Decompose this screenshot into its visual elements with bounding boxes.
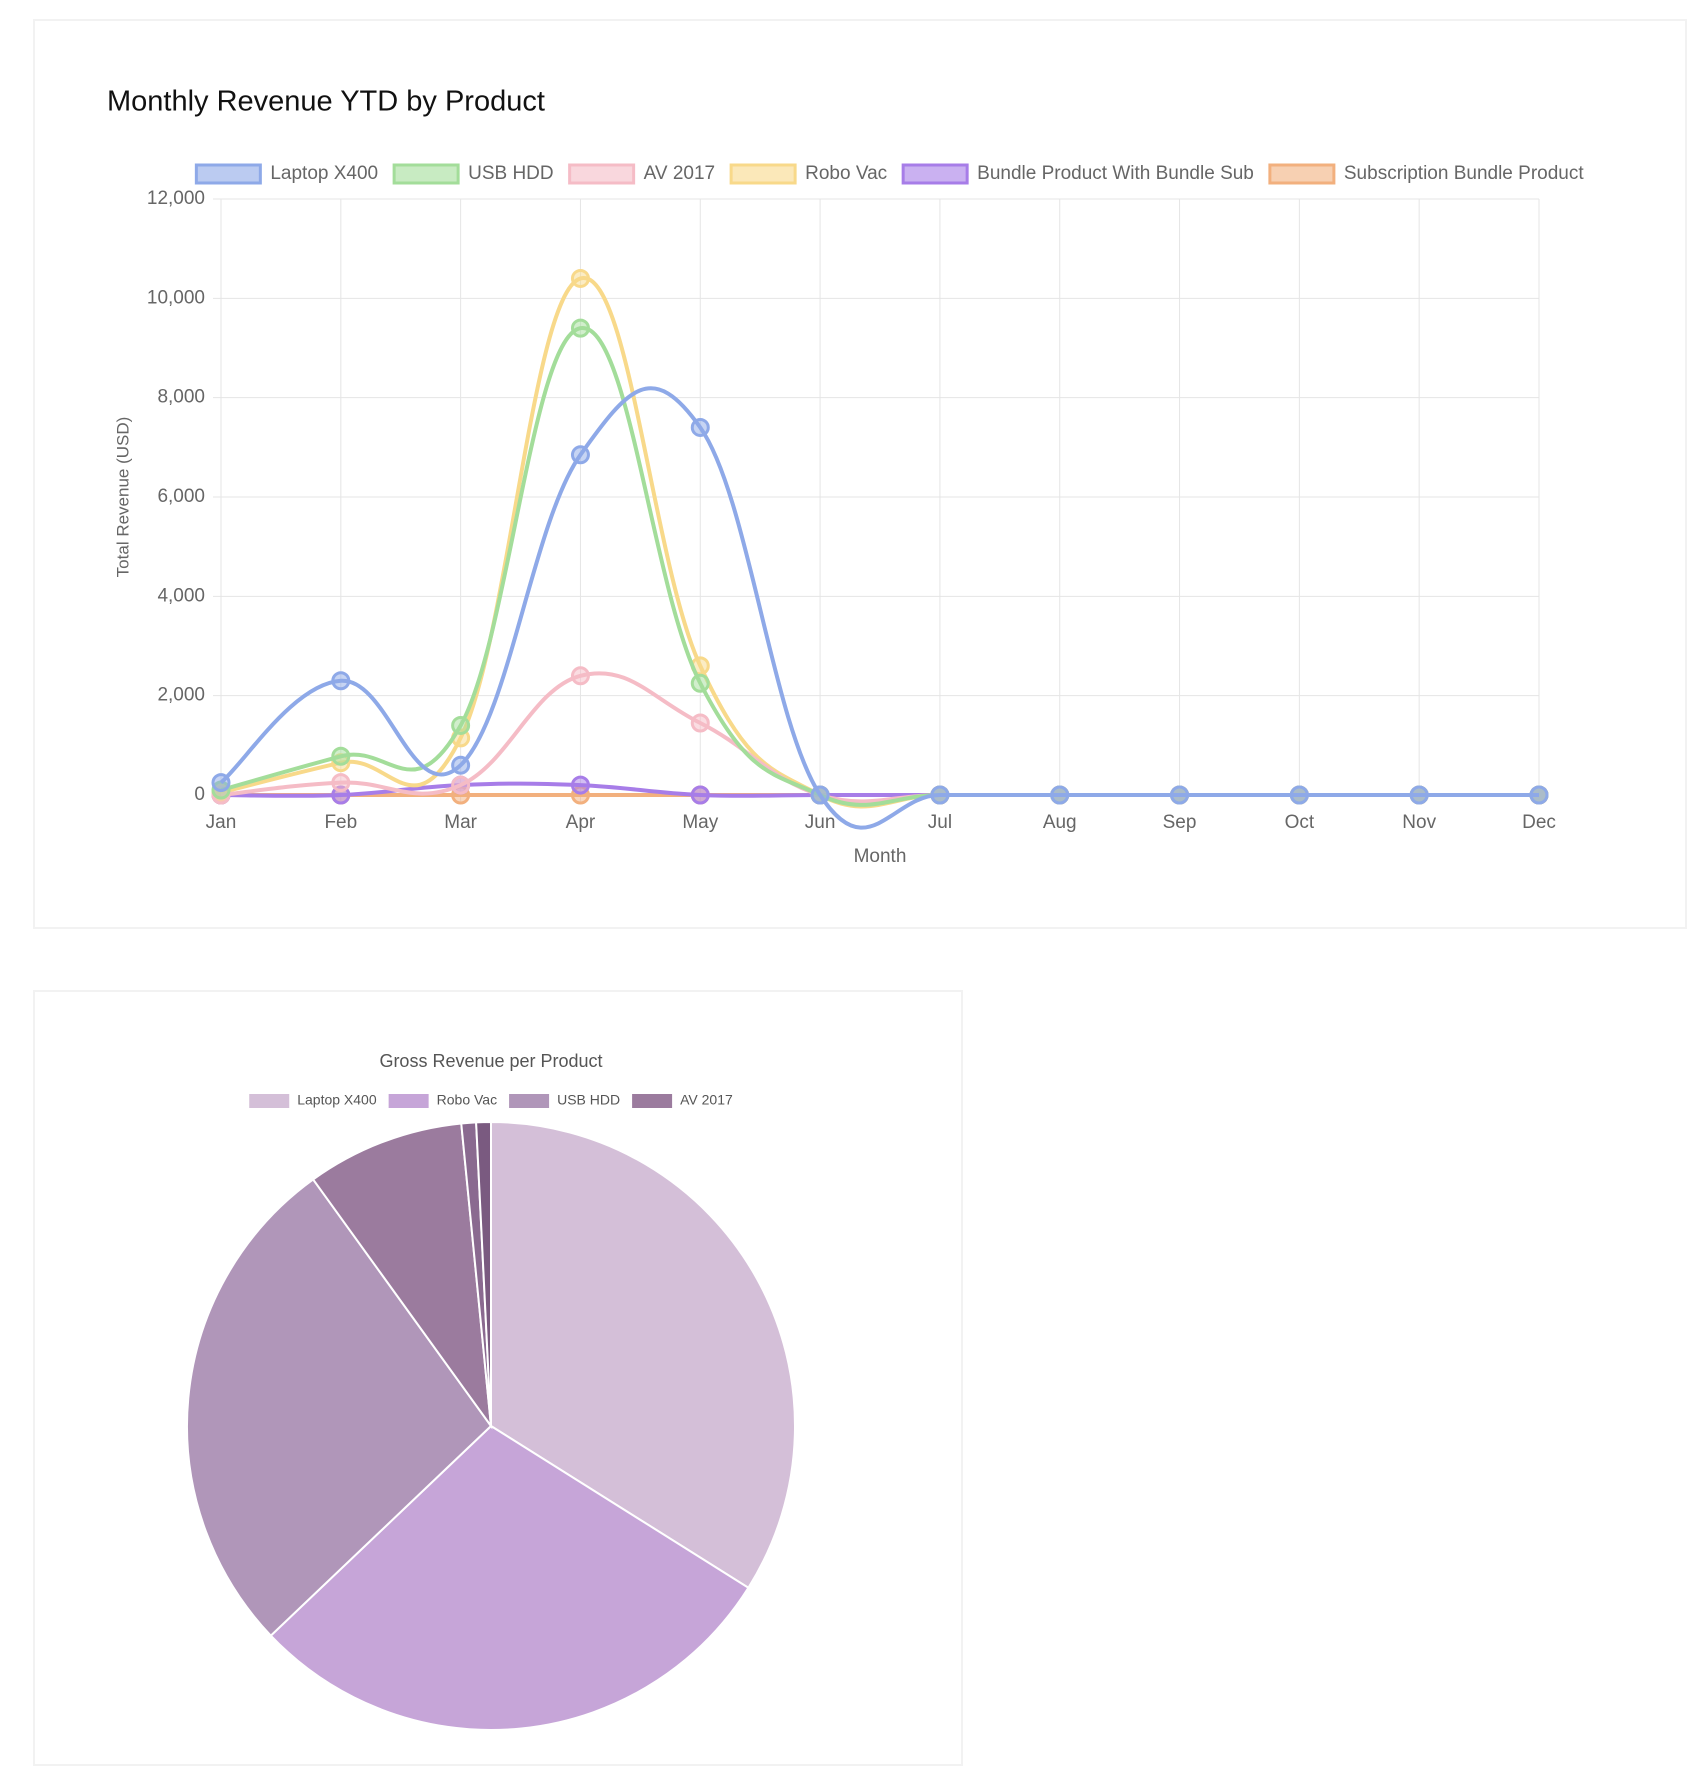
data-point [1289,785,1309,805]
legend-label: Bundle Product With Bundle Sub [977,163,1254,184]
data-point [1170,785,1190,805]
line-title: Monthly Revenue YTD by Product [107,86,545,118]
line-card [33,19,1687,929]
legend-label: AV 2017 [680,1092,733,1108]
x-tick-label: Nov [1402,812,1436,833]
legend-label: AV 2017 [644,163,715,184]
y-tick-label: 0 [194,784,205,805]
data-point [570,268,590,288]
legend-label: USB HDD [557,1092,620,1108]
data-point [570,666,590,686]
pie-slice [269,1424,750,1731]
data-point [570,318,590,338]
legend-label: Robo Vac [437,1092,497,1108]
legend-swatch [388,1094,429,1108]
legend-swatch [194,163,262,185]
y-tick-label: 4,000 [157,585,205,606]
legend-label: Subscription Bundle Product [1344,163,1584,184]
data-point [1529,785,1549,805]
pie-title: Gross Revenue per Product [379,1051,602,1071]
pie-slice [311,1122,493,1430]
legend-swatch [568,163,636,185]
x-tick-label: Jul [928,812,952,833]
legend-item: Laptop X400 [194,163,378,185]
legend-swatch [1268,163,1336,185]
legend-swatch [249,1094,290,1108]
legend-swatch [509,1094,550,1108]
data-point [570,775,590,795]
legend: Laptop X400 USB HDD AV 2017 Robo Vac Bundle … [194,163,1584,185]
x-tick-label: Dec [1522,812,1556,833]
data-point [570,445,590,465]
data-point [331,671,351,691]
legend-item: AV 2017 [632,1092,733,1108]
data-point [690,785,710,805]
pie-slice [475,1120,492,1427]
legend-swatch [729,163,797,185]
data-point [1409,785,1429,805]
legend-swatch [632,1094,673,1108]
y-tick-label: 2,000 [157,685,205,706]
legend-swatch [901,163,969,185]
data-point [211,773,231,793]
legend-item: Bundle Product With Bundle Sub [901,163,1254,185]
data-point [451,715,471,735]
legend-item: Robo Vac [388,1092,497,1108]
y-tick-label: 8,000 [157,387,205,408]
x-tick-label: Mar [444,812,477,833]
legend-item: Subscription Bundle Product [1268,163,1584,185]
pie-slice [490,1120,796,1590]
data-point [690,417,710,437]
data-point [930,785,950,805]
data-point [1050,785,1070,805]
legend-label: Robo Vac [805,163,887,184]
legend-item: USB HDD [509,1092,620,1108]
legend-item: Laptop X400 [249,1092,377,1108]
x-axis-label: Month [854,846,907,867]
y-tick-label: 10,000 [147,287,205,308]
y-tick-label: 6,000 [157,486,205,507]
legend-item: Robo Vac [729,163,887,185]
legend-swatch [392,163,460,185]
data-point [451,755,471,775]
x-tick-label: Feb [324,812,357,833]
legend-label: USB HDD [468,163,554,184]
x-tick-label: Jan [206,812,237,833]
data-point [810,785,830,805]
legend-label: Laptop X400 [270,163,378,184]
x-tick-label: Jun [805,812,836,833]
y-axis-label: Total Revenue (USD) [113,417,132,578]
data-point [690,713,710,733]
series-line [219,386,1539,830]
data-point [451,775,471,795]
pie-slice [186,1178,493,1638]
data-point [690,673,710,693]
data-point [331,773,351,793]
x-tick-label: Sep [1163,812,1197,833]
legend-item: AV 2017 [568,163,715,185]
legend-label: Laptop X400 [297,1092,377,1108]
x-tick-label: Aug [1043,812,1077,833]
x-tick-label: May [682,812,718,833]
x-tick-label: Apr [566,812,596,833]
y-tick-label: 12,000 [147,188,205,209]
x-tick-label: Oct [1285,812,1315,833]
data-point [331,746,351,766]
pie-legend: Laptop X400 Robo Vac USB HDD AV 2017 [249,1092,733,1108]
legend-item: USB HDD [392,163,554,185]
